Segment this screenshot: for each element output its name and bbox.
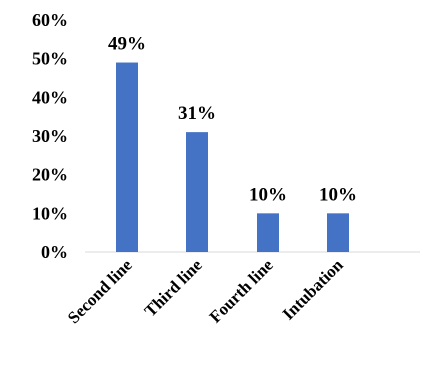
x-tick-label: Fourth line xyxy=(206,255,278,327)
data-label: 10% xyxy=(249,184,287,205)
data-label: 31% xyxy=(178,103,216,124)
x-tick-label: Second line xyxy=(64,255,136,327)
data-label: 10% xyxy=(319,184,357,205)
y-tick-label: 50% xyxy=(32,49,68,69)
x-tick-label: Third line xyxy=(141,255,207,321)
bar xyxy=(257,213,279,252)
data-label: 49% xyxy=(108,34,146,55)
bar xyxy=(186,132,208,252)
bars xyxy=(116,62,349,253)
y-tick-label: 40% xyxy=(32,87,68,107)
bar xyxy=(116,62,138,253)
y-tick-label: 20% xyxy=(32,165,68,185)
y-tick-label: 60% xyxy=(32,10,68,30)
y-tick-label: 0% xyxy=(41,242,68,262)
y-tick-label: 30% xyxy=(32,126,68,146)
y-axis-tick-labels: 0% 10% 20% 30% 40% 50% 60% xyxy=(32,10,68,262)
x-tick-label: Intubation xyxy=(279,255,348,324)
data-labels: 49% 31% 10% 10% xyxy=(108,34,357,206)
bar xyxy=(327,213,349,252)
x-axis-category-labels: Second line Third line Fourth line Intubati… xyxy=(64,255,347,327)
y-tick-label: 10% xyxy=(32,203,68,223)
